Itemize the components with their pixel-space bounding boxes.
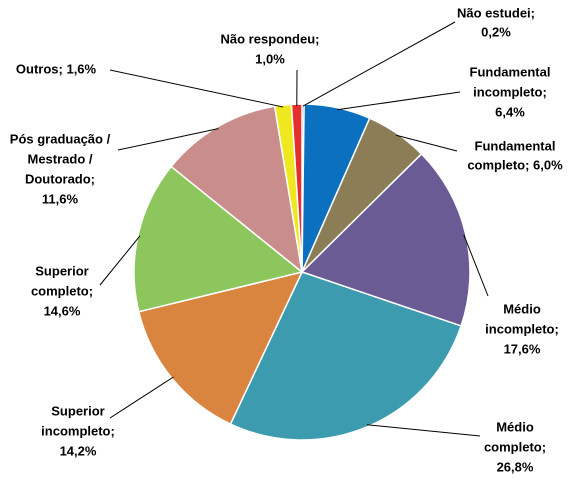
data-label: 26,8% bbox=[497, 459, 534, 474]
data-label: incompleto; bbox=[473, 84, 547, 99]
pie bbox=[133, 103, 471, 441]
pie-slice bbox=[170, 105, 304, 274]
data-label: Médio bbox=[496, 419, 534, 434]
data-label: completo; bbox=[484, 439, 546, 454]
leader-line bbox=[337, 91, 461, 111]
data-label: completo; 6,0% bbox=[467, 157, 563, 172]
data-label: Não respondeu; bbox=[221, 31, 320, 46]
data-label: 14,6% bbox=[44, 303, 81, 318]
leader-line bbox=[302, 21, 456, 107]
data-label: Doutorado; bbox=[25, 171, 95, 186]
data-label: Superior bbox=[35, 263, 88, 278]
data-label: 1,0% bbox=[255, 51, 285, 66]
data-label: 11,6% bbox=[42, 191, 79, 206]
data-label: 6,4% bbox=[495, 104, 525, 119]
data-label: 0,2% bbox=[481, 24, 511, 39]
data-label: Mestrado / bbox=[27, 151, 92, 166]
data-label: Outros; 1,6% bbox=[16, 61, 97, 76]
pie-slice bbox=[300, 152, 471, 327]
leader-line bbox=[117, 128, 219, 151]
data-label: Fundamental bbox=[475, 138, 556, 153]
data-label: 17,6% bbox=[504, 341, 541, 356]
data-label: Médio bbox=[503, 301, 541, 316]
leader-line bbox=[99, 235, 141, 286]
leader-line bbox=[109, 376, 174, 419]
data-label: Pós graduação / bbox=[10, 131, 111, 146]
data-label: Fundamental bbox=[470, 64, 551, 79]
data-label: 14,2% bbox=[60, 443, 97, 458]
data-label: incompleto; bbox=[485, 321, 559, 336]
leader-line bbox=[109, 69, 284, 108]
data-label: incompleto; bbox=[41, 423, 115, 438]
leader-line bbox=[366, 424, 481, 437]
pie-slice bbox=[133, 165, 304, 313]
data-label: completo; bbox=[31, 283, 93, 298]
data-label: Superior bbox=[51, 403, 104, 418]
data-label: Não estudei; bbox=[457, 5, 535, 20]
leader-line bbox=[463, 234, 489, 297]
pie-slice bbox=[229, 271, 463, 441]
leader-line bbox=[396, 134, 458, 152]
